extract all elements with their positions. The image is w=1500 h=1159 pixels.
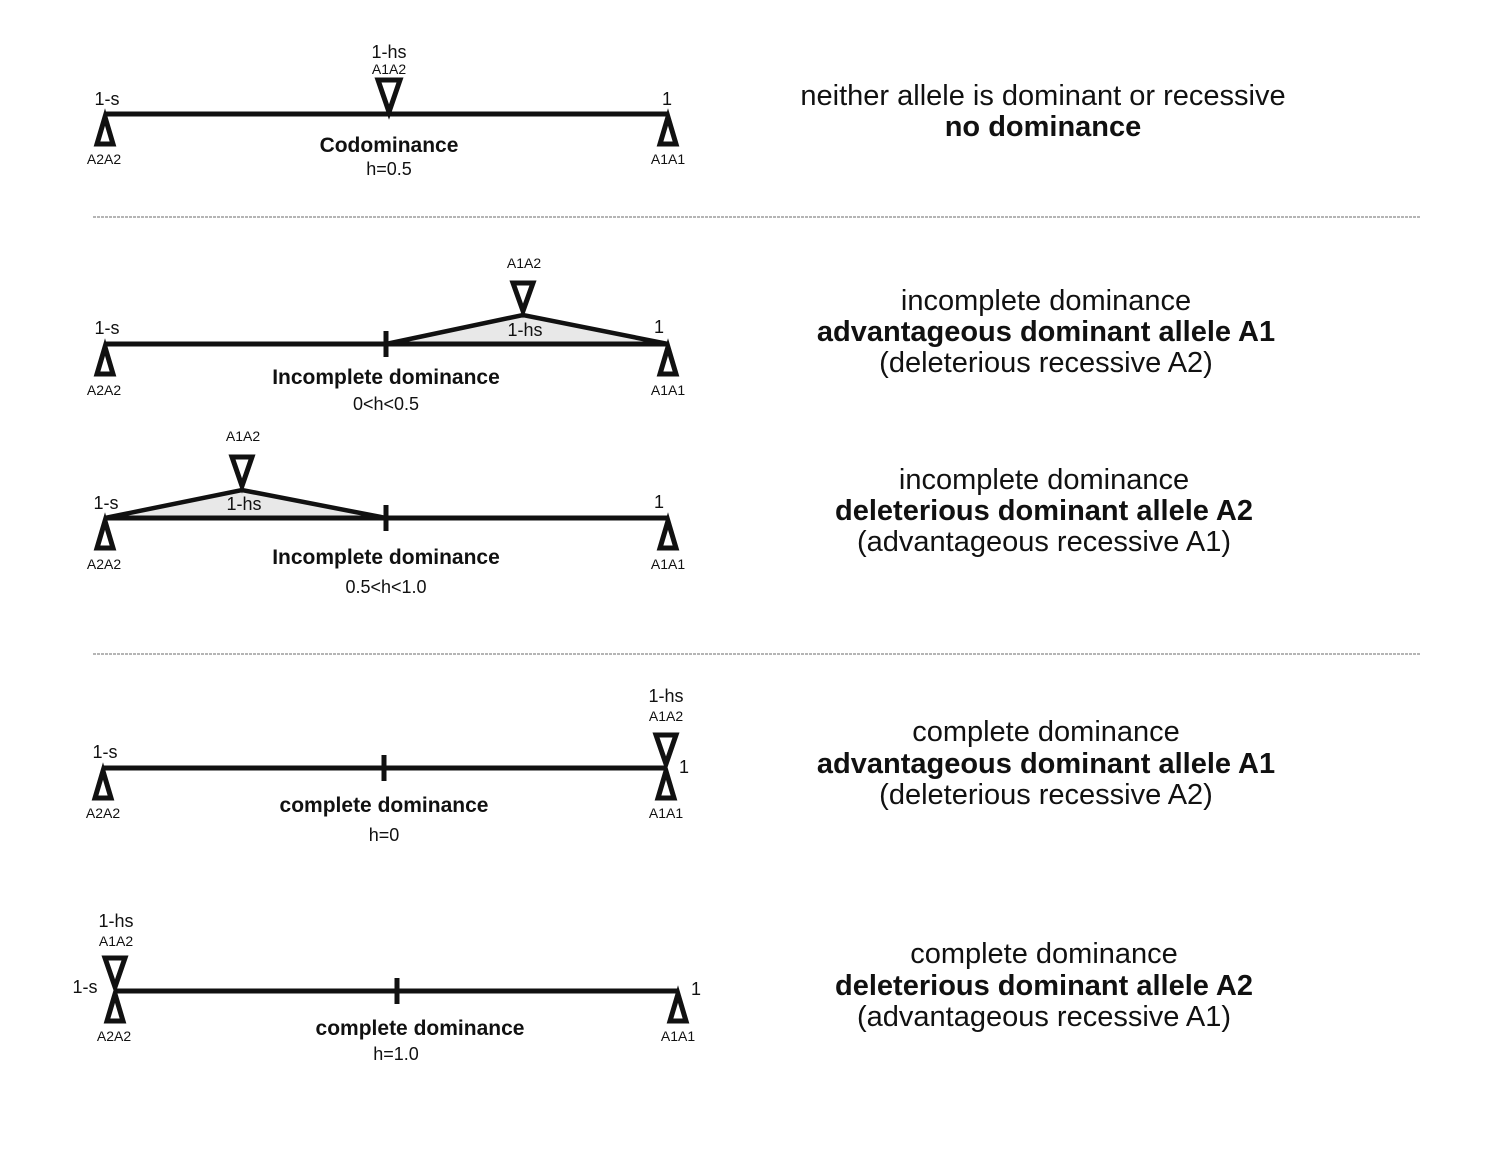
panel-caption: Incomplete dominance	[272, 366, 500, 389]
het-genotype-label: A1A2	[226, 428, 260, 444]
het-fitness-label: 1-hs	[648, 686, 683, 706]
heterozygote-a1a2-marker	[509, 280, 537, 319]
description-line: complete dominance	[910, 938, 1178, 970]
left-fitness-label: 1-s	[93, 493, 118, 513]
homozygote-a1a1-marker	[656, 338, 680, 377]
homozygote-a1a1-marker	[656, 512, 680, 551]
het-fitness-label: 1-hs	[98, 911, 133, 931]
description-complete-deleterious: complete dominance deleterious dominant …	[835, 938, 1253, 1033]
h-value-label: h=1.0	[373, 1044, 419, 1064]
het-genotype-label: A1A2	[507, 255, 541, 271]
het-fitness-label: 1-hs	[226, 494, 261, 514]
het-genotype-label: A1A2	[372, 61, 406, 77]
right-genotype-label: A1A1	[651, 151, 685, 167]
description-line: incomplete dominance	[901, 285, 1191, 317]
description-complete-advantageous: complete dominance advantageous dominant…	[817, 716, 1275, 811]
panel-incomplete-advantageous: 1-s 1 A1A2 1-hs A2A2 A1A1 Incomplete dom…	[87, 255, 685, 414]
left-fitness-label: 1-s	[72, 977, 97, 997]
right-fitness-label: 1	[654, 317, 664, 337]
left-genotype-label: A2A2	[97, 1028, 131, 1044]
right-genotype-label: A1A1	[649, 805, 683, 821]
description-line-bold: no dominance	[945, 111, 1142, 143]
heterozygote-a1a2-marker	[652, 732, 680, 772]
homozygote-a2a2-marker	[93, 108, 117, 147]
description-line: (advantageous recessive A1)	[857, 1001, 1231, 1033]
description-incomplete-advantageous: incomplete dominance advantageous domina…	[817, 285, 1275, 379]
h-value-label: h=0	[369, 825, 400, 845]
description-line-bold: deleterious dominant allele A2	[835, 495, 1253, 527]
h-value-label: 0.5<h<1.0	[345, 577, 426, 597]
description-line: complete dominance	[912, 716, 1180, 748]
description-line: neither allele is dominant or recessive	[800, 80, 1285, 112]
right-fitness-label: 1	[691, 979, 701, 999]
description-line: incomplete dominance	[899, 464, 1189, 496]
right-fitness-label: 1	[654, 492, 664, 512]
homozygote-a2a2-marker	[103, 985, 127, 1024]
panel-caption: Incomplete dominance	[272, 546, 500, 569]
left-genotype-label: A2A2	[87, 151, 121, 167]
panel-complete-deleterious: 1-s 1 1-hs A1A2 A2A2 A1A1 complete domin…	[72, 911, 701, 1064]
het-fitness-label: 1-hs	[371, 42, 406, 62]
right-fitness-label: 1	[662, 89, 672, 109]
left-fitness-label: 1-s	[92, 742, 117, 762]
homozygote-a2a2-marker	[93, 512, 117, 551]
left-genotype-label: A2A2	[87, 382, 121, 398]
right-fitness-label: 1	[679, 757, 689, 777]
description-codominance: neither allele is dominant or recessive …	[800, 80, 1285, 143]
het-genotype-label: A1A2	[99, 933, 133, 949]
h-value-label: 0<h<0.5	[353, 394, 419, 414]
description-line-bold: deleterious dominant allele A2	[835, 970, 1253, 1002]
panel-incomplete-deleterious: 1-s 1 A1A2 1-hs A2A2 A1A1 Incomplete dom…	[87, 428, 685, 597]
heterozygote-a1a2-marker	[228, 454, 256, 494]
panel-caption: complete dominance	[280, 794, 489, 817]
left-genotype-label: A2A2	[86, 805, 120, 821]
homozygote-a2a2-marker	[91, 762, 115, 801]
homozygote-a1a1-marker	[656, 108, 680, 147]
description-line: (deleterious recessive A2)	[879, 347, 1213, 379]
right-genotype-label: A1A1	[651, 556, 685, 572]
description-line: (advantageous recessive A1)	[857, 526, 1231, 558]
het-fitness-label: 1-hs	[507, 320, 542, 340]
homozygote-a1a1-marker	[654, 762, 678, 801]
right-genotype-label: A1A1	[651, 382, 685, 398]
panel-codominance: 1-s 1 1-hs A1A2 A2A2 A1A1 Codominance h=…	[87, 42, 685, 179]
heterozygote-a1a2-marker	[101, 955, 129, 995]
het-genotype-label: A1A2	[649, 708, 683, 724]
description-line: (deleterious recessive A2)	[879, 779, 1213, 811]
description-line-bold: advantageous dominant allele A1	[817, 748, 1275, 780]
right-genotype-label: A1A1	[661, 1028, 695, 1044]
description-incomplete-deleterious: incomplete dominance deleterious dominan…	[835, 464, 1253, 558]
left-genotype-label: A2A2	[87, 556, 121, 572]
homozygote-a2a2-marker	[93, 338, 117, 377]
left-fitness-label: 1-s	[94, 318, 119, 338]
panel-complete-advantageous: 1-s 1 1-hs A1A2 A2A2 A1A1 complete domin…	[86, 686, 689, 845]
panel-caption: complete dominance	[316, 1017, 525, 1040]
heterozygote-a1a2-marker	[374, 77, 404, 120]
homozygote-a1a1-marker	[666, 985, 690, 1024]
h-value-label: h=0.5	[366, 159, 412, 179]
description-line-bold: advantageous dominant allele A1	[817, 316, 1275, 348]
left-fitness-label: 1-s	[94, 89, 119, 109]
panel-caption: Codominance	[320, 134, 459, 157]
